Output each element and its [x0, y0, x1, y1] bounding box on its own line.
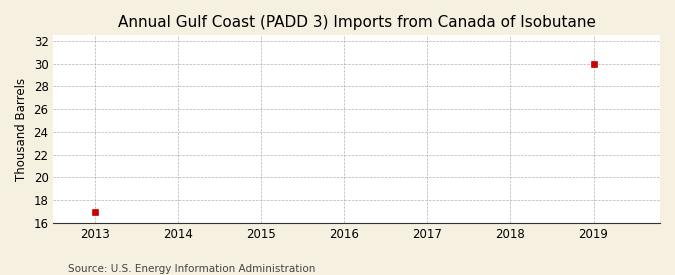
- Text: Source: U.S. Energy Information Administration: Source: U.S. Energy Information Administ…: [68, 264, 315, 274]
- Title: Annual Gulf Coast (PADD 3) Imports from Canada of Isobutane: Annual Gulf Coast (PADD 3) Imports from …: [117, 15, 596, 30]
- Y-axis label: Thousand Barrels: Thousand Barrels: [15, 78, 28, 181]
